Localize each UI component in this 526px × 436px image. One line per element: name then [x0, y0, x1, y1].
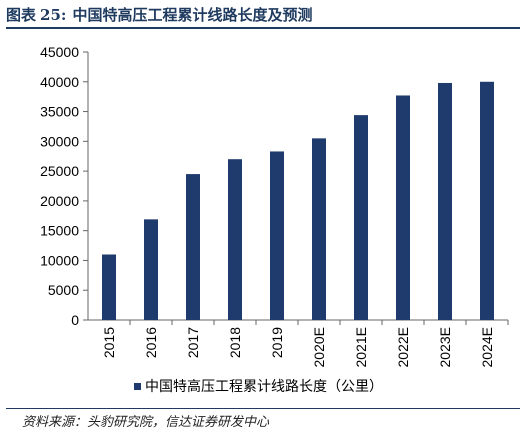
bar — [102, 254, 116, 320]
y-axis: 0 5000 10000 15000 20000 25000 30000 35000 40000… — [40, 44, 89, 328]
bars — [102, 81, 494, 321]
x-tick-label: 2022E — [395, 327, 411, 367]
y-tick-label: 30000 — [40, 133, 79, 149]
y-tick-label: 0 — [71, 312, 79, 328]
bar — [186, 174, 200, 320]
y-tick-label: 35000 — [40, 104, 79, 120]
legend-swatch — [134, 383, 141, 390]
x-tick-label: 2018 — [227, 327, 243, 358]
x-axis: 2015 2016 2017 2018 2019 2020E 2021E 2022E 2023E… — [88, 319, 509, 367]
x-tick-label: 2016 — [143, 327, 159, 358]
source-note: 资料来源：头豹研究院，信达证券研发中心 — [22, 415, 270, 430]
y-tick-label: 45000 — [40, 44, 79, 60]
bar — [270, 151, 284, 320]
source-divider — [6, 408, 520, 409]
y-tick-label: 40000 — [40, 74, 79, 90]
figure-label: 图表 — [6, 6, 37, 24]
x-tick-label: 2021E — [353, 327, 369, 367]
x-tick-label: 2017 — [185, 327, 201, 358]
x-tick-label: 2019 — [269, 327, 285, 358]
figure-title-text: 中国特高压工程累计线路长度及预测 — [72, 6, 313, 24]
y-tick-label: 10000 — [40, 252, 79, 268]
y-tick-label: 20000 — [40, 193, 79, 209]
x-tick-label: 2015 — [101, 327, 117, 358]
title-divider — [6, 27, 520, 29]
bar — [144, 219, 158, 320]
legend: 中国特高压工程累计线路长度（公里） — [134, 378, 383, 394]
bar — [396, 95, 410, 320]
figure-number: 25: — [40, 6, 67, 24]
x-tick-label: 2023E — [437, 327, 453, 367]
x-tick-label: 2024E — [479, 327, 495, 367]
y-tick-label: 15000 — [40, 223, 79, 239]
bar — [312, 138, 326, 320]
bar — [438, 82, 452, 320]
legend-label: 中国特高压工程累计线路长度（公里） — [145, 378, 383, 394]
x-tick-label: 2020E — [311, 327, 327, 367]
bar — [228, 159, 242, 320]
bar — [480, 81, 494, 321]
bar — [354, 115, 368, 320]
figure-title: 图表 25: 中国特高压工程累计线路长度及预测 — [6, 4, 312, 25]
y-tick-label: 25000 — [40, 163, 79, 179]
y-tick-label: 5000 — [48, 282, 79, 298]
